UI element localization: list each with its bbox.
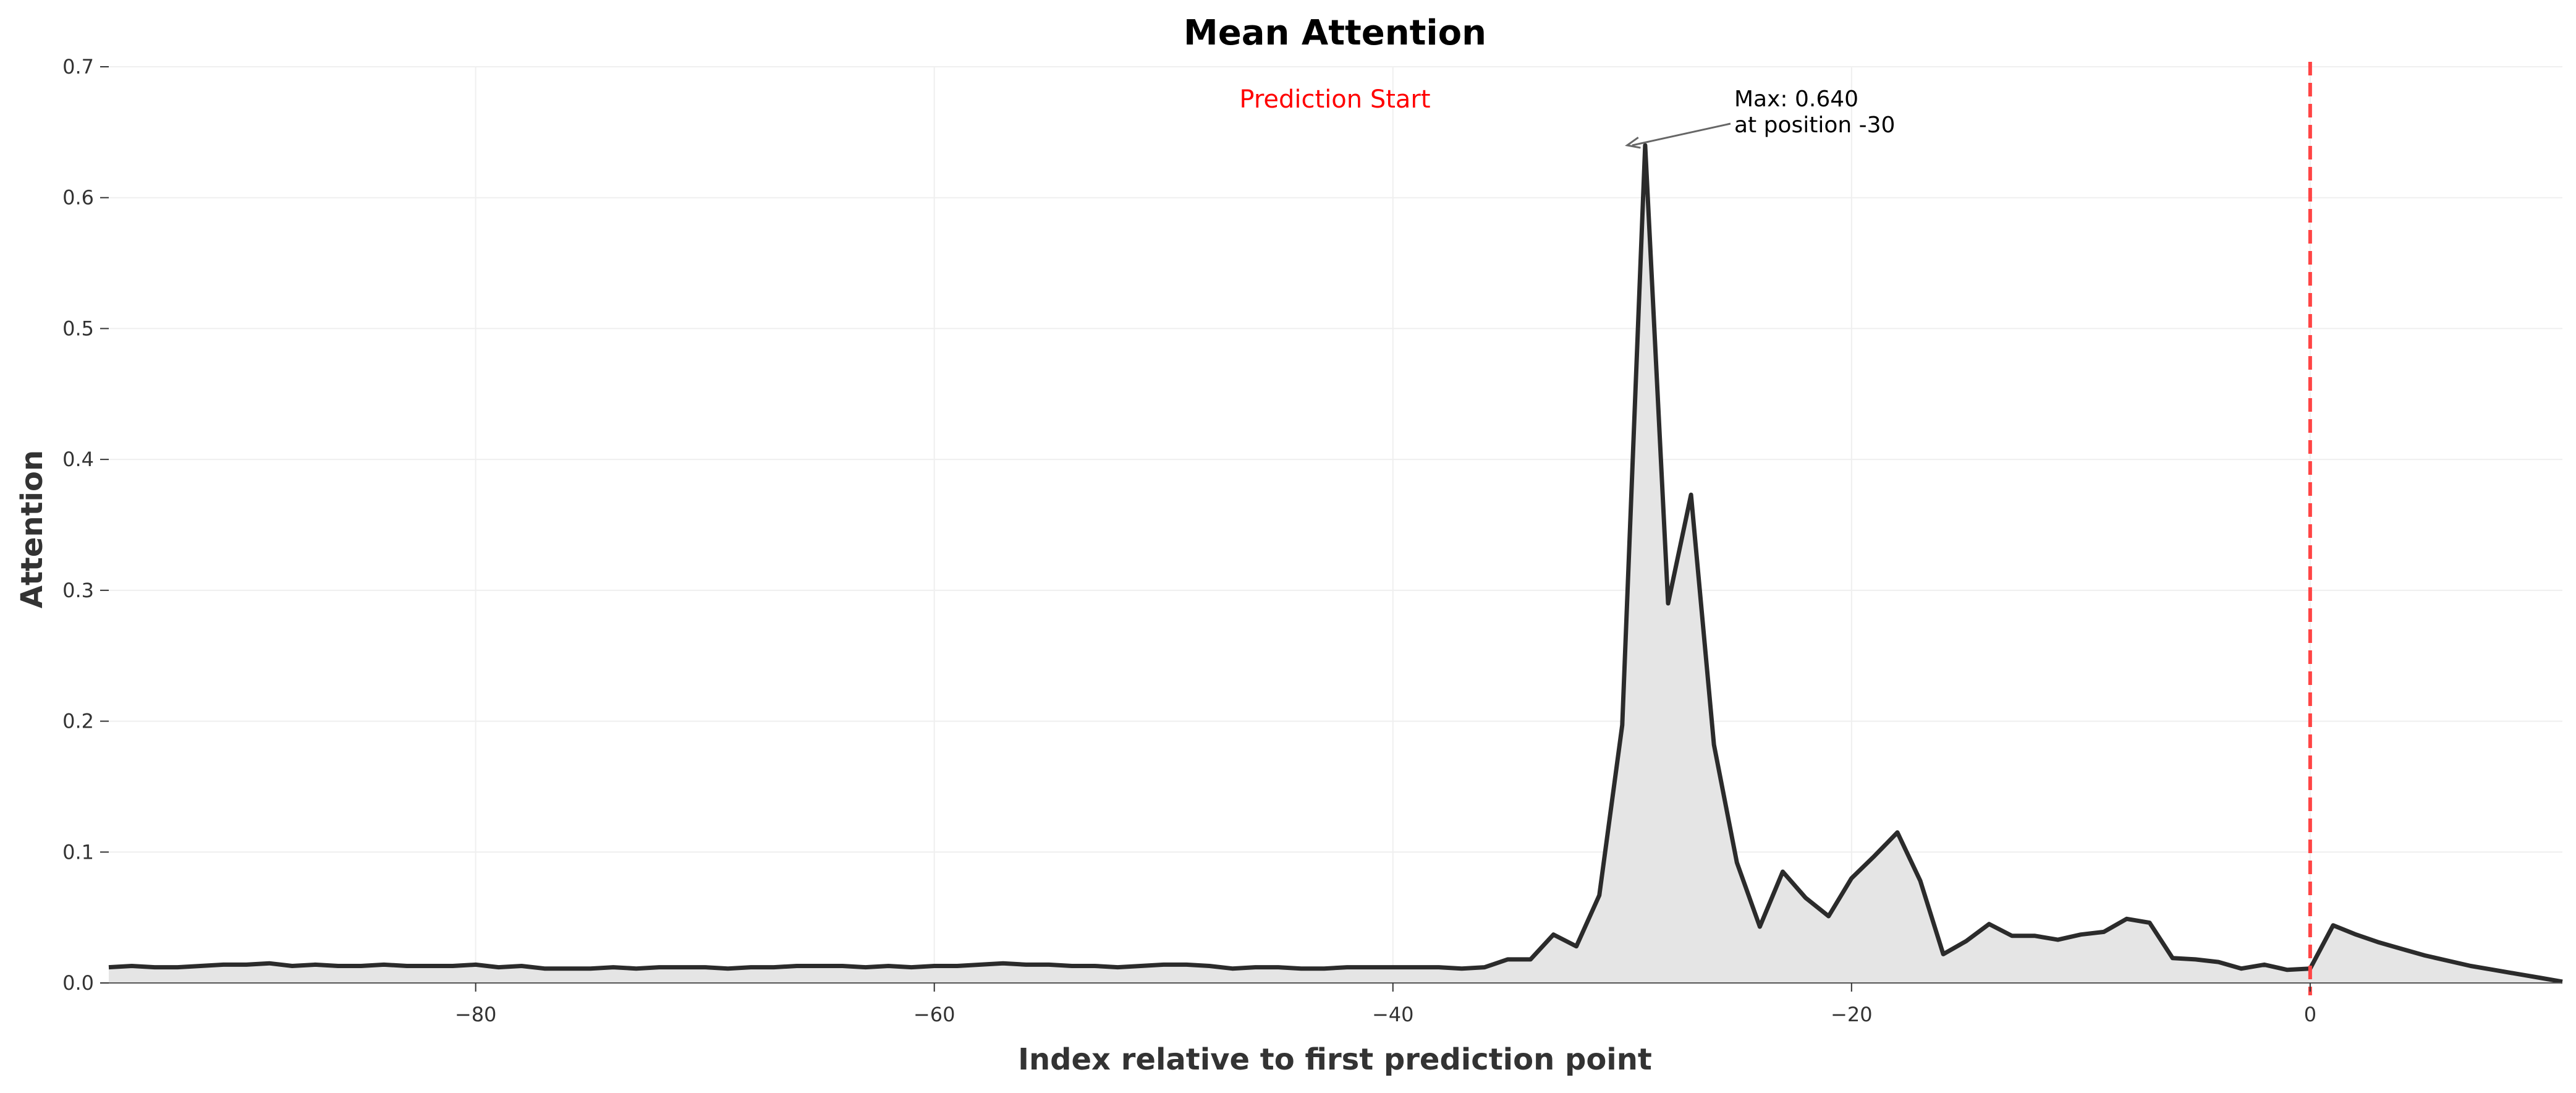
attention-line-layer xyxy=(108,143,2563,984)
x-tick-label: 0 xyxy=(2304,1003,2316,1026)
x-tick-label: −20 xyxy=(1831,1003,1873,1026)
x-axis-label: Index relative to first prediction point xyxy=(1018,1042,1652,1077)
y-tick-label: 0.1 xyxy=(62,840,94,864)
axes-layer xyxy=(100,66,2562,992)
y-tick-label: 0.7 xyxy=(62,55,94,79)
max-annotation-line1: Max: 0.640 xyxy=(1734,87,1858,112)
x-tick-label: −60 xyxy=(913,1003,955,1026)
chart-title: Mean Attention xyxy=(1184,13,1486,53)
max-annotation-arrow-line xyxy=(1632,122,1731,147)
y-axis-label: Attention xyxy=(15,450,49,608)
prediction-start-label: Prediction Start xyxy=(1239,85,1430,114)
x-tick-label: −80 xyxy=(455,1003,497,1026)
y-tick-label: 0.2 xyxy=(62,710,94,733)
max-annotation-layer xyxy=(1625,122,1731,149)
attention-area xyxy=(109,145,2562,983)
y-tick-label: 0.0 xyxy=(62,971,94,995)
y-tick-label: 0.6 xyxy=(62,186,94,210)
max-annotation-line2: at position -30 xyxy=(1734,113,1895,138)
attention-line xyxy=(108,143,2563,984)
y-tick-label: 0.4 xyxy=(62,448,94,471)
max-annotation-arrow-head xyxy=(1625,137,1641,149)
x-tick-label: −40 xyxy=(1372,1003,1414,1026)
attention-area-layer xyxy=(109,145,2562,983)
tick-labels-layer: 0.0 0.1 0.2 0.3 0.4 0.5 0.6 0.7 −80 −60 −40 −20 0 xyxy=(62,55,2316,1026)
grid-lines xyxy=(109,66,2562,984)
y-tick-label: 0.3 xyxy=(62,579,94,602)
y-tick-label: 0.5 xyxy=(62,317,94,340)
